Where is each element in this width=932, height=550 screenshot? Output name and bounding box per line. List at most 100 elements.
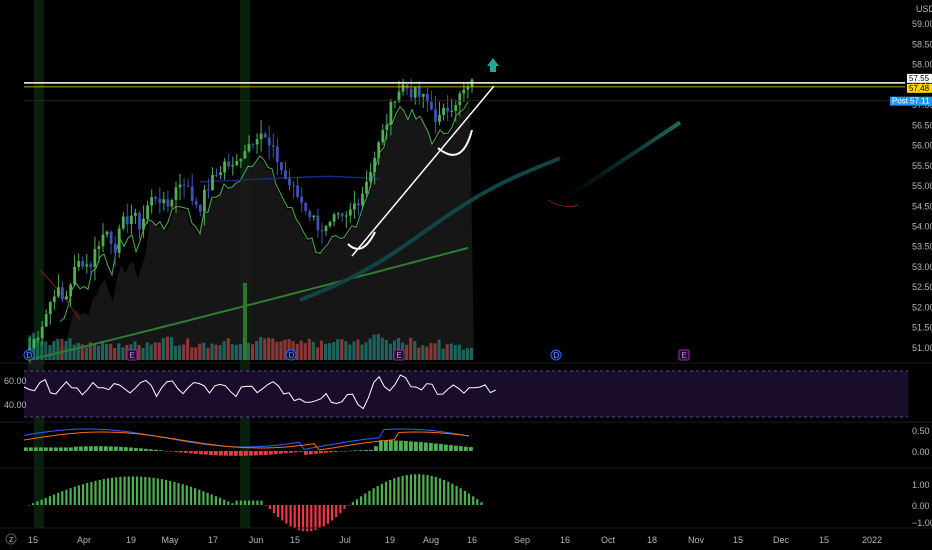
macd-hist-bar[interactable] xyxy=(399,440,403,451)
oscillator-bar[interactable] xyxy=(52,494,56,506)
volume-bar[interactable] xyxy=(76,342,80,360)
volume-bar[interactable] xyxy=(161,338,165,360)
oscillator-bar[interactable] xyxy=(144,476,147,505)
oscillator-bar[interactable] xyxy=(160,479,163,505)
oscillator-bar[interactable] xyxy=(422,474,425,506)
candle[interactable] xyxy=(389,101,393,125)
candle[interactable] xyxy=(442,107,445,115)
time-axis[interactable]: 15 Apr 19 May 17 Jun 15 Jul 19 Aug 16 Sep 16 Oct 18 Nov… xyxy=(28,535,882,545)
oscillator-bar[interactable] xyxy=(310,505,313,532)
oscillator-bar[interactable] xyxy=(40,499,43,505)
macd-hist-bar[interactable] xyxy=(369,449,373,451)
volume-bar[interactable] xyxy=(113,348,117,360)
macd-hist-bar[interactable] xyxy=(219,451,223,456)
macd-hist-bar[interactable] xyxy=(224,451,228,456)
dividend-marker[interactable]: D xyxy=(23,349,35,361)
volume-bar[interactable] xyxy=(198,343,202,360)
volume-bar[interactable] xyxy=(210,343,214,361)
oscillator-bar[interactable] xyxy=(343,505,346,510)
oscillator-bar[interactable] xyxy=(335,505,338,517)
candle[interactable] xyxy=(146,205,149,219)
volume-bar[interactable] xyxy=(48,344,52,360)
candle[interactable] xyxy=(121,216,125,229)
candle[interactable] xyxy=(462,89,466,94)
volume-bar[interactable] xyxy=(336,339,340,360)
candle[interactable] xyxy=(125,216,129,225)
candle[interactable] xyxy=(93,249,97,267)
candle[interactable] xyxy=(381,130,385,143)
volume-bar[interactable] xyxy=(145,342,149,360)
candle[interactable] xyxy=(450,110,454,112)
oscillator-bar[interactable] xyxy=(169,480,172,505)
volume-bar[interactable] xyxy=(453,345,457,360)
macd-hist-bar[interactable] xyxy=(54,447,58,451)
macd-hist-bar[interactable] xyxy=(139,448,143,451)
candle[interactable] xyxy=(284,170,287,179)
volume-bar[interactable] xyxy=(202,342,206,360)
candle[interactable] xyxy=(430,101,433,110)
macd-hist-bar[interactable] xyxy=(329,451,333,453)
macd-hist-bar[interactable] xyxy=(244,451,248,456)
macd-hist-bar[interactable] xyxy=(29,447,33,451)
macd-hist-bar[interactable] xyxy=(49,447,53,451)
oscillator-bar[interactable] xyxy=(131,476,134,505)
candle[interactable] xyxy=(271,145,275,147)
candle[interactable] xyxy=(203,189,206,212)
macd-pane[interactable]: 0.50 0.00 xyxy=(23,426,930,457)
macd-hist-bar[interactable] xyxy=(424,442,428,452)
volume-bar[interactable] xyxy=(44,341,48,360)
macd-hist-bar[interactable] xyxy=(349,450,353,452)
volume-bar[interactable] xyxy=(287,339,291,360)
candle[interactable] xyxy=(267,137,271,146)
volume-bar[interactable] xyxy=(360,344,364,360)
volume-bar[interactable] xyxy=(433,343,437,360)
macd-hist-bar[interactable] xyxy=(389,440,393,451)
oscillator-bar[interactable] xyxy=(430,475,433,505)
oscillator-bar[interactable] xyxy=(69,488,72,505)
macd-hist-bar[interactable] xyxy=(319,451,323,454)
oscillator-bar[interactable] xyxy=(472,496,475,505)
macd-hist-bar[interactable] xyxy=(94,446,98,451)
oscillator-bar[interactable] xyxy=(156,478,159,505)
volume-bar[interactable] xyxy=(449,343,453,361)
candle[interactable] xyxy=(77,261,81,268)
candle[interactable] xyxy=(190,186,194,201)
oscillator-bar[interactable] xyxy=(86,483,89,505)
volume-bar[interactable] xyxy=(397,338,401,360)
oscillator-bar[interactable] xyxy=(235,500,238,505)
candle[interactable] xyxy=(44,314,48,327)
macd-hist-bar[interactable] xyxy=(379,440,383,451)
oscillator-bar[interactable] xyxy=(218,497,222,505)
candle[interactable] xyxy=(113,243,117,253)
macd-hist-bar[interactable] xyxy=(194,451,198,454)
candle[interactable] xyxy=(344,215,348,217)
volume-bar[interactable] xyxy=(465,348,469,360)
macd-hist-bar[interactable] xyxy=(59,447,63,451)
macd-hist-bar[interactable] xyxy=(214,451,218,456)
oscillator-bar[interactable] xyxy=(372,488,375,505)
volume-bar[interactable] xyxy=(352,341,356,360)
volume-bar[interactable] xyxy=(92,343,96,360)
candle[interactable] xyxy=(417,87,421,97)
oscillator-bar[interactable] xyxy=(256,500,259,505)
candle[interactable] xyxy=(227,161,231,167)
volume-bar[interactable] xyxy=(218,345,222,360)
macd-hist-bar[interactable] xyxy=(334,451,338,452)
candle[interactable] xyxy=(130,215,133,225)
candle[interactable] xyxy=(101,234,105,247)
oscillator-bar[interactable] xyxy=(65,489,68,505)
volume-bar[interactable] xyxy=(429,343,433,360)
candle[interactable] xyxy=(259,133,263,140)
candle[interactable] xyxy=(235,161,239,165)
macd-hist-bar[interactable] xyxy=(24,447,28,451)
oscillator-bar[interactable] xyxy=(409,474,412,506)
oscillator-bar[interactable] xyxy=(214,496,217,505)
oscillator-bar[interactable] xyxy=(339,505,342,514)
oscillator-bar[interactable] xyxy=(123,476,126,505)
macd-hist-bar[interactable] xyxy=(149,449,153,451)
candle[interactable] xyxy=(336,213,340,215)
volume-bar[interactable] xyxy=(267,337,271,360)
macd-hist-bar[interactable] xyxy=(374,446,378,451)
volume-bar[interactable] xyxy=(409,337,413,360)
